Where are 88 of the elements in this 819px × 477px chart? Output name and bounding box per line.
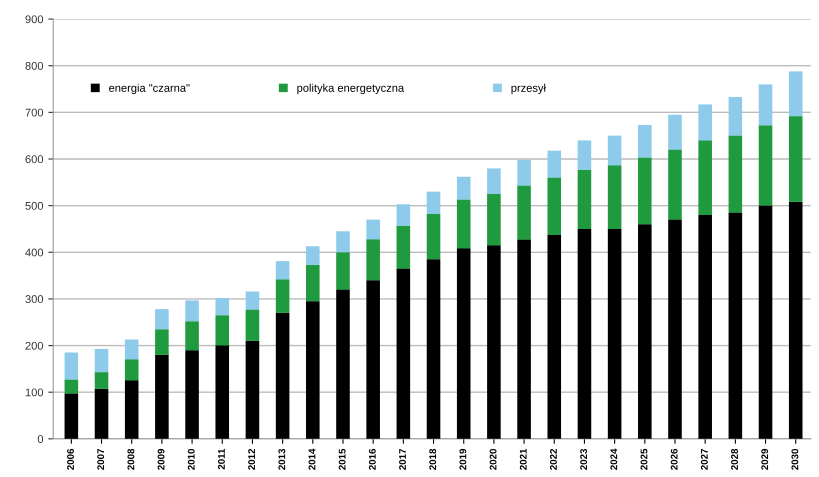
x-tick-label: 2020 xyxy=(490,448,497,470)
bar xyxy=(728,136,742,213)
bar xyxy=(336,252,350,290)
x-tick-label: 2016 xyxy=(368,448,376,470)
bar xyxy=(306,246,320,265)
bar xyxy=(487,194,501,246)
x-tick-label: 2025 xyxy=(640,448,648,470)
bar xyxy=(638,158,652,224)
bar xyxy=(64,380,78,394)
bar xyxy=(698,140,712,215)
x-tick-label: 2012 xyxy=(248,448,256,470)
y-tick-label: 700 xyxy=(26,108,44,116)
x-tick-label: 2011 xyxy=(218,448,225,470)
bar xyxy=(366,239,380,280)
bar xyxy=(758,125,772,206)
bar xyxy=(155,329,169,355)
x-tick-label: 2015 xyxy=(338,448,346,470)
bar xyxy=(124,360,138,381)
bar xyxy=(94,348,108,372)
x-tick-label: 2019 xyxy=(459,448,466,470)
y-tick-label: 800 xyxy=(25,62,44,70)
x-tick-label: 2013 xyxy=(278,448,286,470)
x-tick-label: 2023 xyxy=(580,448,588,470)
bar xyxy=(215,298,230,316)
legend-label: polityka energetyczna xyxy=(297,84,404,94)
y-tick-label: 500 xyxy=(25,202,44,210)
bar xyxy=(64,352,78,380)
bar xyxy=(517,160,531,186)
bar xyxy=(306,264,320,302)
y-tick-label: 900 xyxy=(25,15,44,24)
bar xyxy=(94,372,108,389)
bar xyxy=(698,104,712,140)
y-tick-label: 300 xyxy=(25,295,44,304)
bar xyxy=(276,279,290,313)
y-tick-label: 0 xyxy=(38,435,44,443)
x-tick-label: 2029 xyxy=(761,448,768,470)
bar xyxy=(668,114,682,150)
bar xyxy=(487,168,501,194)
y-tick-label: 600 xyxy=(26,155,44,164)
x-tick-label: 2030 xyxy=(791,448,798,470)
x-tick-label: 2028 xyxy=(731,448,738,470)
x-tick-label: 2014 xyxy=(308,448,316,470)
bar xyxy=(185,300,199,322)
bar xyxy=(426,214,440,260)
bar xyxy=(246,310,260,341)
bar xyxy=(608,166,622,229)
bar xyxy=(456,200,471,249)
bar xyxy=(366,220,380,240)
bar xyxy=(517,186,531,240)
legend-label: energia "czarna" xyxy=(109,84,190,94)
x-tick-label: 2018 xyxy=(429,448,436,470)
bar xyxy=(578,170,592,229)
bar xyxy=(788,71,803,116)
bar xyxy=(124,339,138,360)
bar xyxy=(547,178,562,236)
bar xyxy=(758,84,772,126)
x-tick-label: 2008 xyxy=(127,448,134,470)
bar xyxy=(728,96,742,136)
bar xyxy=(608,136,622,166)
y-tick-label: 200 xyxy=(26,342,44,350)
bar xyxy=(336,231,350,252)
y-tick-label: 400 xyxy=(25,248,44,256)
bar xyxy=(668,150,682,220)
x-tick-label: 2010 xyxy=(188,448,195,470)
x-tick-label: 2024 xyxy=(610,448,618,470)
x-tick-label: 2006 xyxy=(67,448,74,470)
bar xyxy=(155,309,169,330)
x-tick-label: 2026 xyxy=(670,448,678,470)
bar xyxy=(547,150,562,178)
bar xyxy=(578,140,592,170)
y-tick-label: 100 xyxy=(26,388,44,396)
bar xyxy=(638,124,652,158)
bar xyxy=(246,291,260,310)
bar xyxy=(215,315,230,346)
x-tick-label: 2009 xyxy=(158,448,164,470)
bar xyxy=(185,321,199,350)
bar xyxy=(276,261,290,280)
x-tick-label: 2027 xyxy=(700,448,708,470)
bar xyxy=(788,116,803,202)
legend-label: przesył xyxy=(511,84,546,94)
bar xyxy=(396,226,410,269)
bar xyxy=(456,176,471,200)
x-tick-label: 2007 xyxy=(97,448,104,470)
x-tick-label: 2021 xyxy=(520,448,527,470)
x-tick-label: 2017 xyxy=(399,448,406,470)
x-tick-label: 2022 xyxy=(550,448,557,470)
bar xyxy=(396,204,410,226)
bar xyxy=(426,192,440,214)
